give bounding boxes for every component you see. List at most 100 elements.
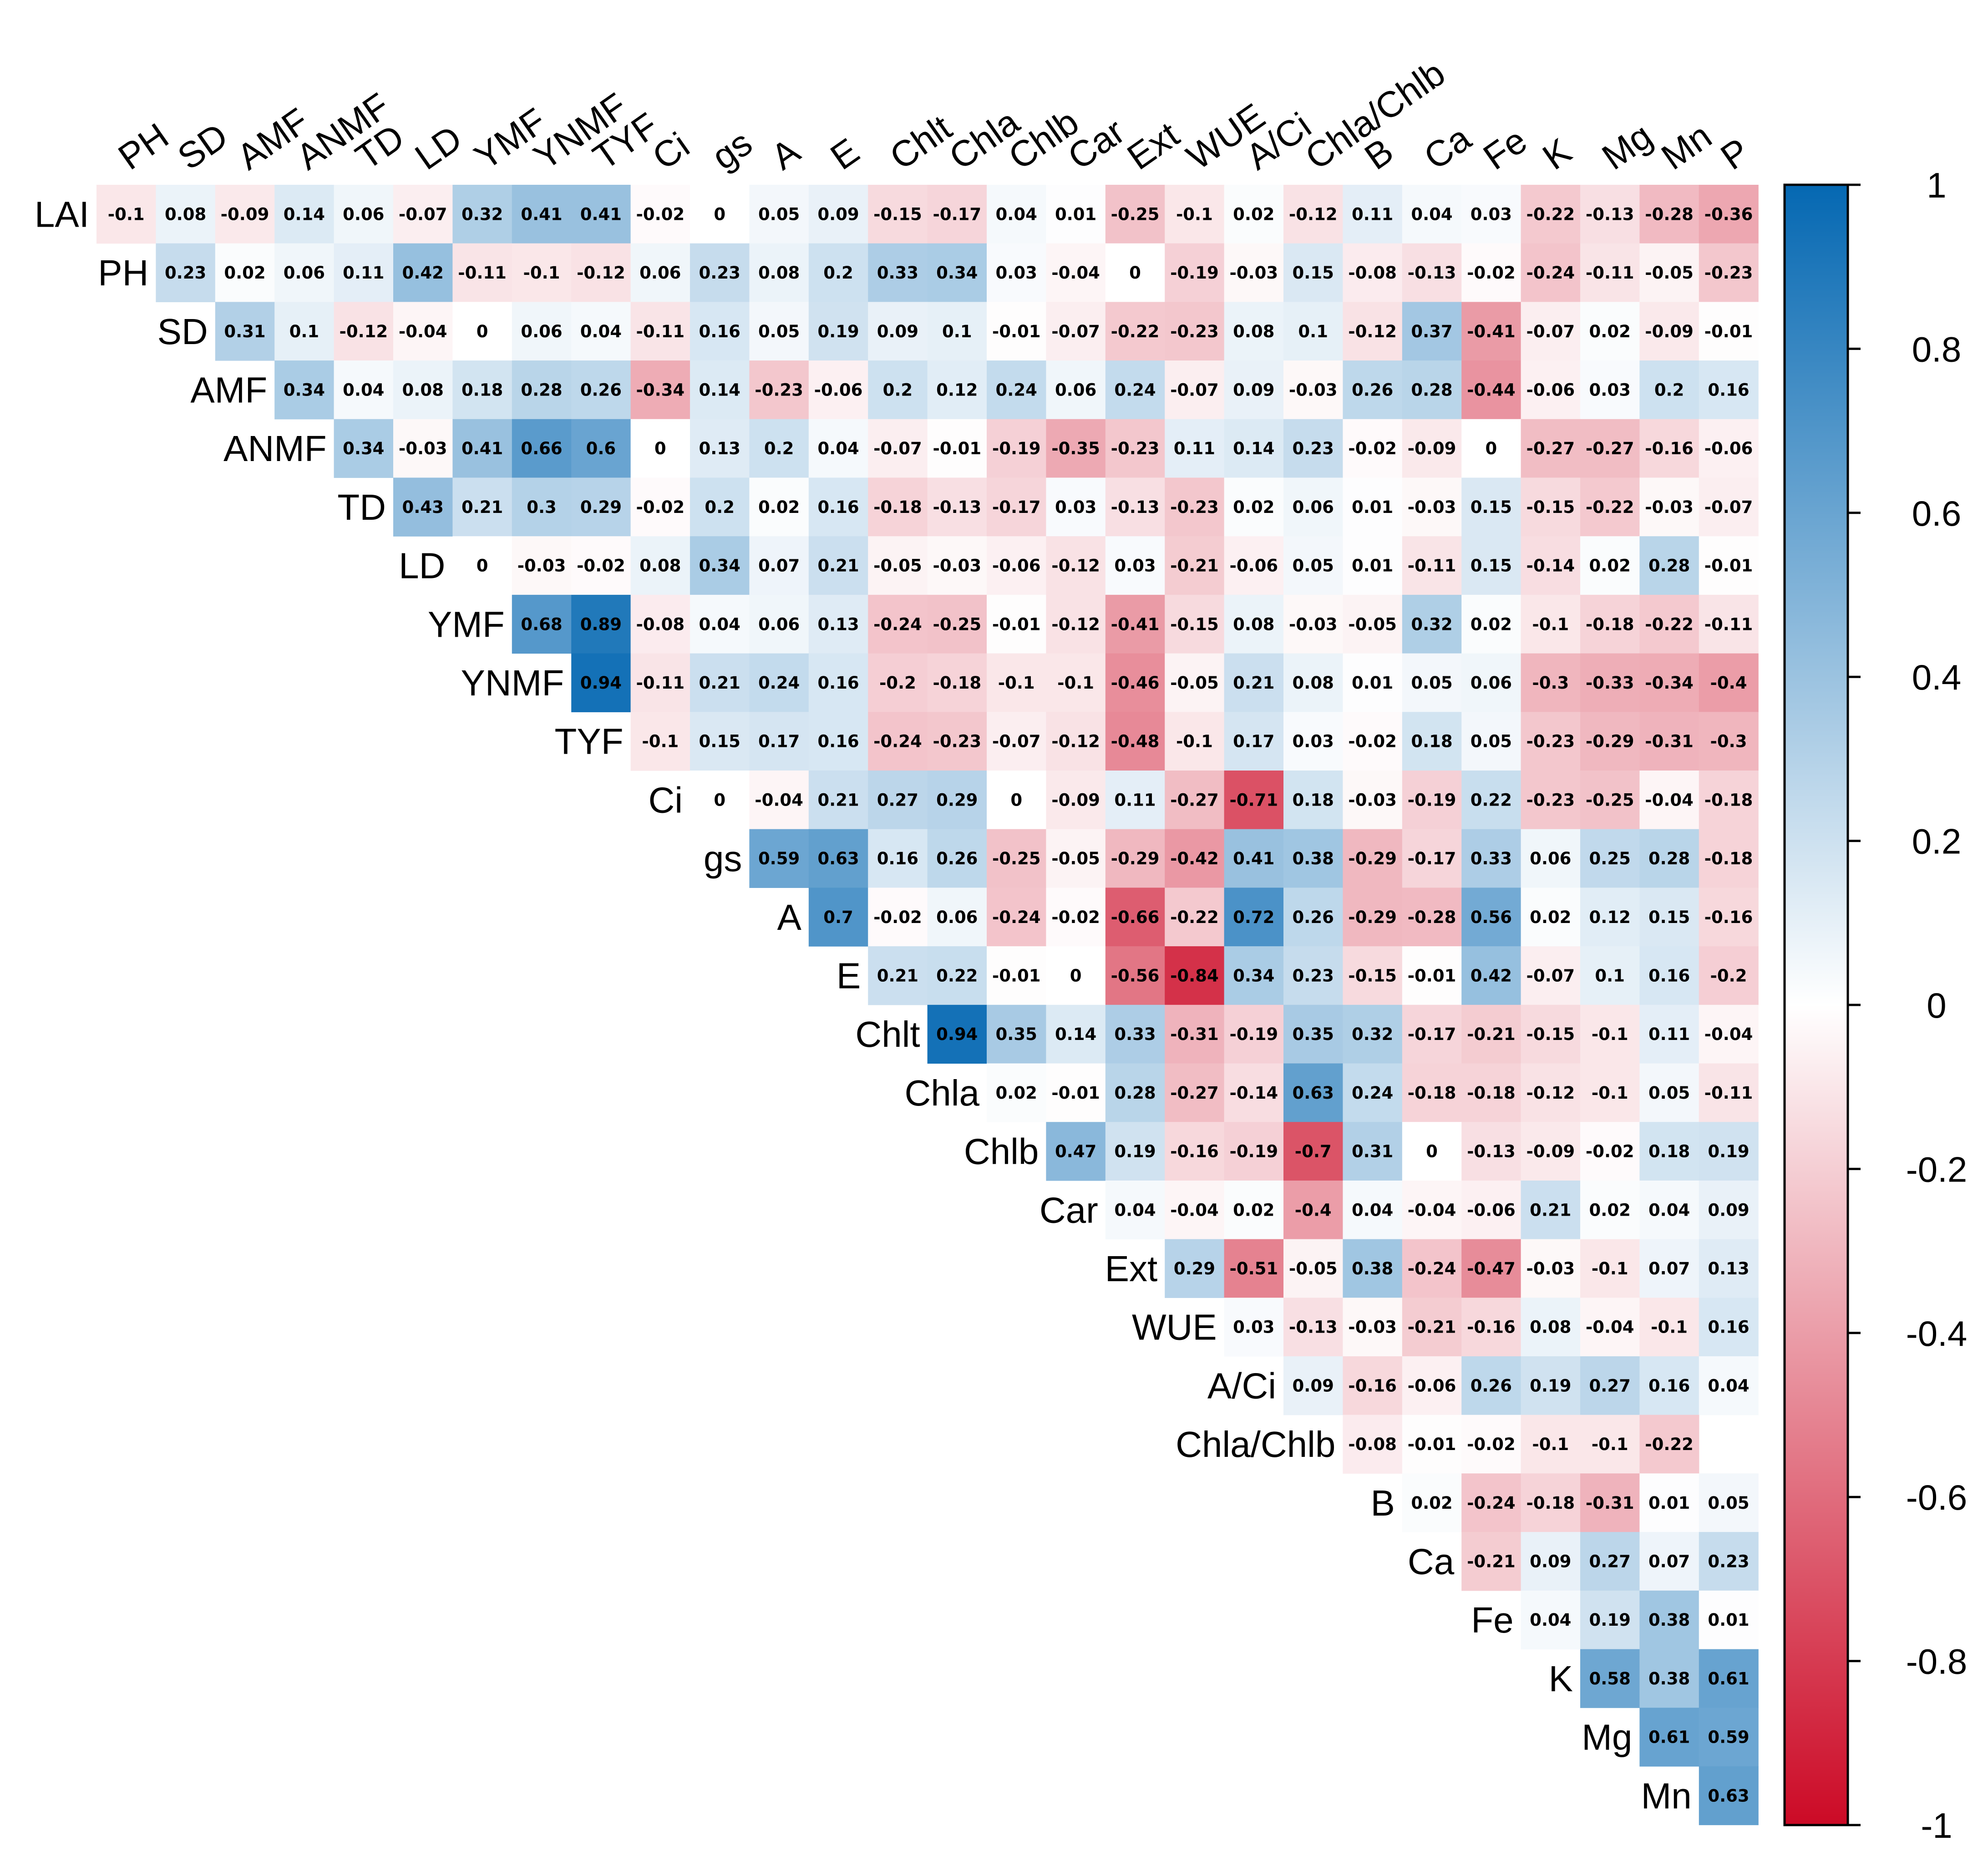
heatmap-cell — [1165, 1239, 1225, 1298]
cell-value-label: 0.02 — [1471, 614, 1512, 634]
cell-value-label: 0.14 — [1055, 1024, 1096, 1044]
cell-value-label: 0.34 — [699, 556, 740, 576]
cell-value-label: -0.07 — [873, 439, 922, 458]
heatmap-cell — [1402, 887, 1462, 947]
cell-value-label: -0.31 — [1170, 1024, 1219, 1044]
row-label: Chlt — [855, 1014, 920, 1055]
heatmap-cell — [1580, 1532, 1640, 1591]
heatmap-cell — [1580, 829, 1640, 888]
cell-value-label: 0.12 — [936, 380, 978, 400]
cell-value-label: -0.13 — [933, 497, 981, 517]
cell-value-label: -0.22 — [1170, 908, 1219, 927]
cell-value-label: 0.2 — [764, 439, 794, 458]
heatmap-cell — [808, 536, 868, 595]
cell-value-label: -0.07 — [1170, 380, 1219, 400]
cell-value-label: -0.03 — [1348, 1318, 1397, 1337]
cell-value-label: 0.38 — [1352, 1259, 1393, 1278]
heatmap-cell — [749, 712, 809, 771]
cell-value-label: -0.47 — [1467, 1259, 1516, 1278]
heatmap-cell — [1402, 536, 1462, 595]
cell-value-label: 0.43 — [402, 497, 444, 517]
cell-value-label: -0.16 — [1170, 1142, 1219, 1161]
column-label: Ca — [1417, 117, 1478, 177]
cell-value-label: 0.02 — [1530, 908, 1571, 927]
cell-value-label: 0.47 — [1055, 1142, 1096, 1161]
heatmap-cell — [512, 360, 572, 420]
heatmap-cell — [1046, 594, 1106, 654]
cell-value-label: -0.18 — [1408, 1083, 1456, 1103]
cell-value-label: -0.18 — [1586, 614, 1634, 634]
cell-value-label: 0.11 — [1352, 204, 1393, 224]
heatmap-cell — [868, 829, 928, 888]
heatmap-cell — [1699, 946, 1759, 1005]
cell-value-label: 0.34 — [1233, 966, 1274, 985]
heatmap-cell — [987, 477, 1046, 537]
heatmap-cell — [571, 243, 631, 302]
cell-value-label: -0.01 — [992, 322, 1041, 341]
heatmap-cell — [1461, 771, 1521, 830]
heatmap-cell — [1224, 1063, 1284, 1122]
heatmap-cell — [1402, 1473, 1462, 1532]
cell-value-label: -0.29 — [1348, 849, 1397, 868]
heatmap-cell — [1165, 536, 1225, 595]
heatmap-cell — [630, 536, 690, 595]
heatmap-cell — [1343, 1180, 1403, 1240]
column-label: A — [764, 130, 807, 177]
cell-value-label: -0.23 — [1111, 439, 1160, 458]
cell-value-label: -0.03 — [1289, 380, 1338, 400]
colorbar-gradient — [1783, 183, 1849, 1826]
heatmap-cell — [1283, 771, 1343, 830]
cell-value-label: 0.19 — [1530, 1376, 1571, 1395]
cell-value-label: 0.02 — [224, 263, 265, 283]
cell-value-label: 0.02 — [1589, 322, 1631, 341]
heatmap-cell — [1402, 594, 1462, 654]
cell-value-label: 0.33 — [1471, 849, 1512, 868]
cell-value-label: -0.24 — [992, 908, 1041, 927]
heatmap-cell — [1639, 185, 1699, 244]
heatmap-cell — [868, 594, 928, 654]
colorbar-tick-label: -0.4 — [1906, 1313, 1967, 1354]
heatmap-cell — [927, 477, 987, 537]
colorbar-tick-label: 0.8 — [1912, 329, 1961, 369]
colorbar-ticks: 1 0.8 0.6 0.4 0.2 0 -0.2 -0.4 -0.6 -0.8 -1 — [1848, 165, 1967, 1846]
cell-value-label: 0.06 — [343, 204, 384, 224]
heatmap-cell — [1402, 1239, 1462, 1298]
heatmap-cell — [749, 243, 809, 302]
cell-value-label: -0.01 — [1408, 1435, 1456, 1454]
heatmap-cell — [808, 243, 868, 302]
cell-value-label: 0.01 — [1352, 673, 1393, 693]
cell-value-label: 0.37 — [1411, 322, 1452, 341]
heatmap-cell — [215, 302, 275, 361]
row-label: A — [777, 897, 801, 938]
heatmap-cell — [630, 419, 690, 478]
cell-value-label: 0.23 — [699, 263, 740, 283]
heatmap-cell — [927, 536, 987, 595]
cell-value-label: -0.11 — [1704, 614, 1753, 634]
cell-value-label: -0.02 — [873, 908, 922, 927]
cell-value-label: 0.11 — [1114, 790, 1156, 810]
cell-value-label: 0.04 — [699, 614, 740, 634]
heatmap-cell — [808, 594, 868, 654]
heatmap-cell — [927, 419, 987, 478]
cell-value-label: -0.06 — [1408, 1376, 1456, 1395]
heatmap-cell — [690, 243, 750, 302]
column-label: Mn — [1654, 115, 1719, 177]
heatmap-cell — [630, 302, 690, 361]
cell-value-label: -0.02 — [636, 497, 685, 517]
cell-value-label: -0.04 — [399, 322, 447, 341]
cell-value-label: 0.09 — [877, 322, 918, 341]
heatmap-cell — [690, 360, 750, 420]
cell-value-label: -0.23 — [1170, 322, 1219, 341]
heatmap-cell — [1639, 1063, 1699, 1122]
heatmap-cell — [1699, 243, 1759, 302]
heatmap-cell — [749, 185, 809, 244]
heatmap-cell — [1402, 1415, 1462, 1474]
heatmap-cell — [1699, 1122, 1759, 1181]
heatmap-cell — [1521, 185, 1581, 244]
cell-value-label: -0.12 — [577, 263, 625, 283]
heatmap-cell — [1580, 1415, 1640, 1474]
cell-value-label: -0.02 — [1348, 732, 1397, 751]
heatmap-cell — [1046, 887, 1106, 947]
cell-value-label: 0.33 — [1114, 1024, 1156, 1044]
